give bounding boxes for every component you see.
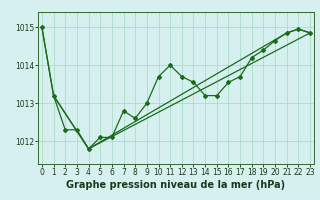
X-axis label: Graphe pression niveau de la mer (hPa): Graphe pression niveau de la mer (hPa) bbox=[67, 180, 285, 190]
